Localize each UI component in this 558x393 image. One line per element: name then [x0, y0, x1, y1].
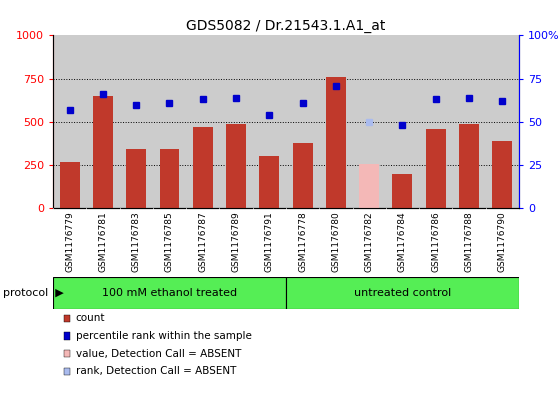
Bar — [392, 174, 412, 208]
Bar — [286, 277, 519, 309]
Text: protocol  ▶: protocol ▶ — [3, 288, 64, 298]
Text: GSM1176785: GSM1176785 — [165, 212, 174, 272]
Bar — [226, 123, 246, 208]
Title: GDS5082 / Dr.21543.1.A1_at: GDS5082 / Dr.21543.1.A1_at — [186, 19, 386, 33]
Bar — [126, 149, 146, 208]
Text: GSM1176790: GSM1176790 — [498, 212, 507, 272]
Text: GSM1176780: GSM1176780 — [331, 212, 340, 272]
Text: rank, Detection Call = ABSENT: rank, Detection Call = ABSENT — [76, 366, 236, 376]
Bar — [53, 277, 286, 309]
Text: GSM1176789: GSM1176789 — [232, 212, 240, 272]
Text: percentile rank within the sample: percentile rank within the sample — [76, 331, 252, 341]
Text: GSM1176788: GSM1176788 — [464, 212, 474, 272]
Text: GSM1176783: GSM1176783 — [132, 212, 141, 272]
Text: GSM1176787: GSM1176787 — [198, 212, 207, 272]
Bar — [492, 141, 512, 208]
Text: value, Detection Call = ABSENT: value, Detection Call = ABSENT — [76, 349, 241, 359]
Bar — [426, 129, 446, 208]
Bar — [359, 164, 379, 208]
Text: GSM1176786: GSM1176786 — [431, 212, 440, 272]
Bar — [459, 123, 479, 208]
Text: GSM1176782: GSM1176782 — [365, 212, 374, 272]
Bar — [93, 96, 113, 208]
Bar — [326, 77, 346, 208]
Text: GSM1176784: GSM1176784 — [398, 212, 407, 272]
Bar — [259, 156, 280, 208]
Text: GSM1176791: GSM1176791 — [265, 212, 274, 272]
Text: 100 mM ethanol treated: 100 mM ethanol treated — [102, 288, 237, 298]
Text: GSM1176778: GSM1176778 — [298, 212, 307, 272]
Bar — [60, 162, 80, 208]
Text: GSM1176779: GSM1176779 — [65, 212, 74, 272]
Bar — [292, 143, 312, 208]
Text: untreated control: untreated control — [354, 288, 451, 298]
Bar — [193, 127, 213, 208]
Text: GSM1176781: GSM1176781 — [98, 212, 108, 272]
Text: count: count — [76, 313, 105, 323]
Bar — [160, 149, 180, 208]
